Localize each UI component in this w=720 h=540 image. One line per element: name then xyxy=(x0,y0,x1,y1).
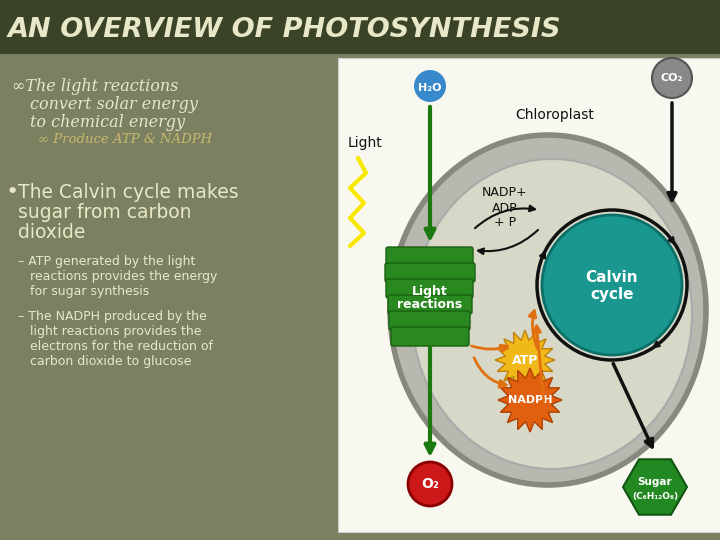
Text: light reactions provides the: light reactions provides the xyxy=(30,325,202,338)
Circle shape xyxy=(542,215,682,355)
FancyBboxPatch shape xyxy=(389,311,470,330)
Text: Sugar: Sugar xyxy=(638,477,672,487)
Text: to chemical energy: to chemical energy xyxy=(30,114,185,131)
Text: NADP+: NADP+ xyxy=(482,186,528,199)
FancyBboxPatch shape xyxy=(391,327,469,346)
Text: Light: Light xyxy=(412,285,448,298)
Text: Chloroplast: Chloroplast xyxy=(516,108,595,122)
Text: H₂O: H₂O xyxy=(418,83,442,93)
Text: convert solar energy: convert solar energy xyxy=(30,96,198,113)
Text: – ATP generated by the light: – ATP generated by the light xyxy=(18,255,195,268)
FancyBboxPatch shape xyxy=(388,295,472,314)
Ellipse shape xyxy=(412,159,692,469)
Polygon shape xyxy=(420,70,440,86)
Text: dioxide: dioxide xyxy=(18,223,86,242)
Text: AN OVERVIEW OF PHOTOSYNTHESIS: AN OVERVIEW OF PHOTOSYNTHESIS xyxy=(8,17,562,43)
Circle shape xyxy=(414,70,446,102)
Text: ATP: ATP xyxy=(512,354,538,367)
Text: ∞ Produce ATP & NADPH: ∞ Produce ATP & NADPH xyxy=(38,133,212,146)
FancyBboxPatch shape xyxy=(338,58,720,532)
Text: The Calvin cycle makes: The Calvin cycle makes xyxy=(18,183,238,202)
Text: Calvin: Calvin xyxy=(585,269,639,285)
Text: reactions provides the energy: reactions provides the energy xyxy=(30,270,217,283)
FancyBboxPatch shape xyxy=(386,279,473,298)
FancyBboxPatch shape xyxy=(386,247,473,266)
Text: ∞The light reactions: ∞The light reactions xyxy=(12,78,179,95)
Circle shape xyxy=(408,462,452,506)
Text: sugar from carbon: sugar from carbon xyxy=(18,203,192,222)
Text: – The NADPH produced by the: – The NADPH produced by the xyxy=(18,310,207,323)
Polygon shape xyxy=(495,330,555,390)
Circle shape xyxy=(652,58,692,98)
Ellipse shape xyxy=(390,135,706,485)
Text: NADPH: NADPH xyxy=(508,395,552,405)
Text: O₂: O₂ xyxy=(421,477,439,491)
Text: (C₆H₁₂O₆): (C₆H₁₂O₆) xyxy=(632,491,678,501)
Text: •: • xyxy=(6,182,19,202)
FancyBboxPatch shape xyxy=(0,0,720,54)
Text: carbon dioxide to glucose: carbon dioxide to glucose xyxy=(30,355,192,368)
Text: CO₂: CO₂ xyxy=(661,73,683,83)
Text: cycle: cycle xyxy=(590,287,634,302)
Text: + P: + P xyxy=(494,215,516,228)
Text: electrons for the reduction of: electrons for the reduction of xyxy=(30,340,213,353)
Text: ADP: ADP xyxy=(492,201,518,214)
Polygon shape xyxy=(498,368,562,432)
FancyBboxPatch shape xyxy=(385,263,475,282)
Text: for sugar synthesis: for sugar synthesis xyxy=(30,285,149,298)
Text: reactions: reactions xyxy=(397,299,463,312)
Text: Light: Light xyxy=(348,136,383,150)
